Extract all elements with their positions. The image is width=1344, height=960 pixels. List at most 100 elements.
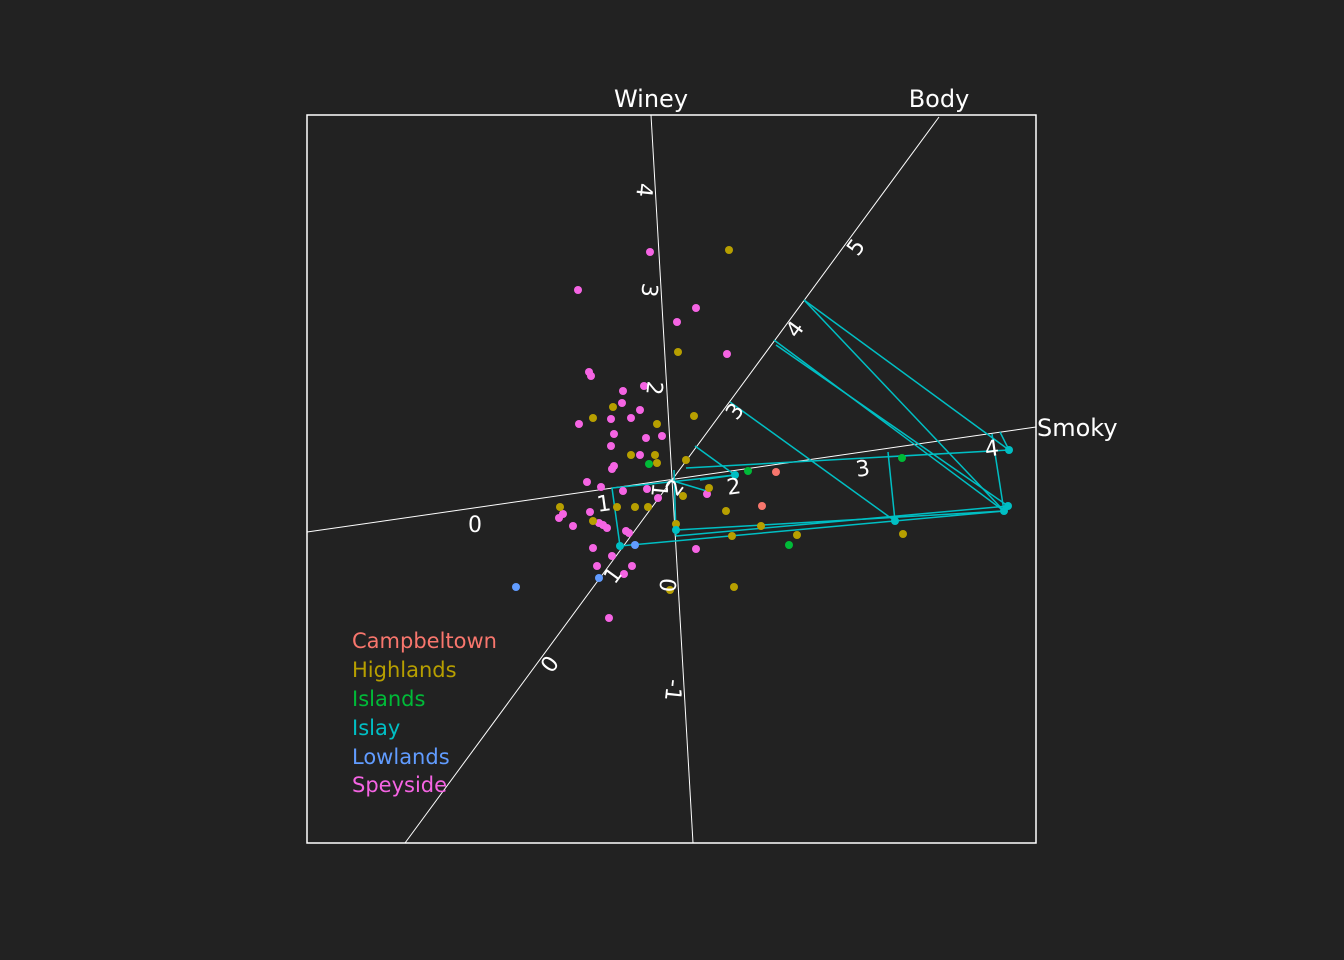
point-highlands-22 (899, 530, 907, 538)
point-speyside-31 (569, 522, 577, 530)
tick-label-smoky-3: 3 (854, 456, 871, 483)
point-highlands-11 (613, 503, 621, 511)
point-highlands-24 (666, 586, 674, 594)
point-islands-0 (645, 460, 653, 468)
legend: Campbeltown Highlands Islands Islay Lowl… (352, 629, 497, 797)
point-speyside-35 (625, 529, 633, 537)
point-highlands-8 (682, 456, 690, 464)
point-speyside-1 (574, 286, 582, 294)
tick-label-smoky-4: 4 (983, 436, 1000, 463)
point-highlands-18 (672, 520, 680, 528)
legend-item-islands: Islands (352, 687, 425, 711)
tick-label-smoky-0: 0 (468, 513, 482, 538)
islay-hull-edge-8 (675, 505, 1009, 537)
point-highlands-23 (730, 583, 738, 591)
islay-hull-edge-5 (694, 445, 736, 476)
point-highlands-3 (609, 403, 617, 411)
point-campbeltown-1 (758, 502, 766, 510)
point-speyside-10 (636, 406, 644, 414)
point-speyside-13 (575, 420, 583, 428)
islay-hull-edge-9 (619, 510, 1005, 547)
point-highlands-13 (644, 503, 652, 511)
tick-label-winey-1: 1 (645, 482, 671, 499)
islay-hull (611, 299, 1010, 547)
point-speyside-17 (607, 442, 615, 450)
point-highlands-19 (757, 522, 765, 530)
point-islay-3 (891, 517, 899, 525)
point-highlands-2 (589, 414, 597, 422)
point-highlands-1 (674, 348, 682, 356)
point-highlands-4 (653, 420, 661, 428)
point-highlands-12 (631, 503, 639, 511)
legend-item-highlands: Highlands (352, 658, 457, 682)
point-speyside-38 (692, 545, 700, 553)
tick-label-body-0: 0 (536, 652, 564, 678)
point-lowlands-1 (595, 574, 603, 582)
point-highlands-5 (690, 412, 698, 420)
point-speyside-4 (723, 350, 731, 358)
legend-item-speyside: Speyside (352, 773, 447, 797)
tick-label-smoky-1: 1 (595, 491, 612, 518)
point-speyside-2 (692, 304, 700, 312)
legend-item-lowlands: Lowlands (352, 745, 450, 769)
tick-label-body-3: 3 (721, 399, 749, 425)
point-speyside-39 (593, 562, 601, 570)
tick-label-winey--1: -1 (659, 678, 686, 702)
tick-label-winey-2: 2 (640, 380, 666, 397)
point-speyside-18 (636, 451, 644, 459)
tick-label-body-5: 5 (842, 235, 870, 261)
point-speyside-22 (597, 483, 605, 491)
point-highlands-14 (556, 503, 564, 511)
point-lowlands-0 (512, 583, 520, 591)
point-islands-2 (744, 467, 752, 475)
point-highlands-0 (725, 246, 733, 254)
point-speyside-29 (555, 514, 563, 522)
point-islands-3 (785, 541, 793, 549)
point-islands-1 (898, 454, 906, 462)
point-speyside-36 (589, 544, 597, 552)
point-speyside-25 (654, 494, 662, 502)
data-points (512, 246, 1013, 622)
islay-hull-edge-17 (699, 474, 736, 481)
islay-hull-edge-14 (991, 433, 1005, 512)
point-highlands-10 (705, 484, 713, 492)
tick-label-body-1: 1 (599, 563, 627, 589)
point-speyside-28 (586, 508, 594, 516)
point-speyside-0 (646, 248, 654, 256)
point-speyside-16 (658, 432, 666, 440)
point-speyside-24 (643, 485, 651, 493)
point-speyside-23 (619, 487, 627, 495)
point-speyside-6 (587, 372, 595, 380)
point-speyside-41 (620, 570, 628, 578)
islay-hull-edge-1 (803, 299, 1005, 512)
point-islay-0 (1005, 446, 1013, 454)
plot-frame (306, 114, 1037, 844)
axis-title-body: Body (909, 85, 970, 113)
axis-title-winey: Winey (614, 85, 688, 113)
point-speyside-21 (583, 478, 591, 486)
tick-label-winey-4: 4 (630, 182, 656, 199)
islay-hull-edge-6 (685, 449, 1010, 469)
point-speyside-33 (603, 524, 611, 532)
point-highlands-21 (793, 531, 801, 539)
axis-title-smoky: Smoky (1037, 414, 1118, 442)
tick-label-winey-0: 0 (653, 577, 679, 594)
point-islay-4 (616, 542, 624, 550)
point-highlands-16 (679, 492, 687, 500)
point-highlands-7 (651, 451, 659, 459)
point-speyside-40 (628, 562, 636, 570)
islay-hull-edge-3 (775, 344, 1009, 507)
islay-hull-edge-2 (773, 339, 1005, 512)
point-speyside-7 (640, 382, 648, 390)
point-speyside-15 (642, 434, 650, 442)
point-speyside-42 (605, 614, 613, 622)
point-lowlands-2 (631, 541, 639, 549)
tick-label-smoky-2: 2 (725, 474, 742, 501)
point-campbeltown-0 (772, 468, 780, 476)
legend-item-islay: Islay (352, 716, 400, 740)
point-highlands-6 (627, 451, 635, 459)
point-speyside-12 (607, 415, 615, 423)
point-islay-2 (1004, 502, 1012, 510)
